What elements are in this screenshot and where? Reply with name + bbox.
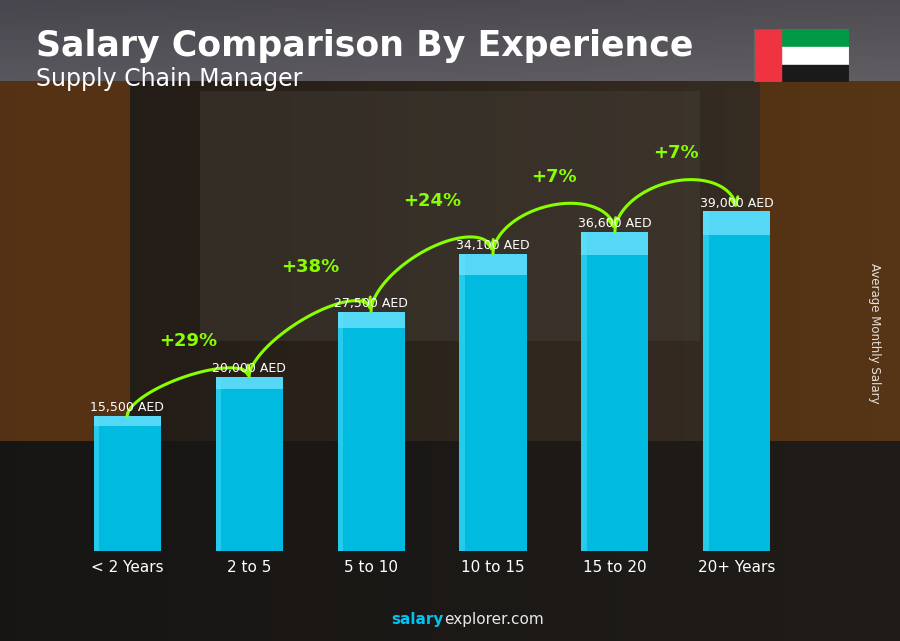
Bar	[338, 312, 405, 328]
Bar	[754, 47, 849, 65]
Text: 36,600 AED: 36,600 AED	[578, 217, 652, 231]
Text: +38%: +38%	[281, 258, 339, 276]
FancyBboxPatch shape	[94, 416, 161, 551]
FancyBboxPatch shape	[703, 212, 770, 551]
Bar	[703, 212, 770, 235]
Text: 15,500 AED: 15,500 AED	[90, 401, 164, 414]
Bar	[703, 212, 708, 551]
FancyBboxPatch shape	[581, 232, 648, 551]
Text: 34,100 AED: 34,100 AED	[456, 239, 530, 253]
Text: +29%: +29%	[159, 331, 217, 349]
FancyBboxPatch shape	[459, 254, 526, 551]
Text: 20,000 AED: 20,000 AED	[212, 362, 286, 375]
Text: salary: salary	[392, 612, 444, 627]
Bar	[338, 312, 343, 551]
Text: +7%: +7%	[653, 144, 698, 162]
Text: 39,000 AED: 39,000 AED	[700, 197, 774, 210]
Text: Salary Comparison By Experience: Salary Comparison By Experience	[36, 29, 693, 63]
Bar	[754, 29, 781, 82]
Text: +7%: +7%	[531, 168, 577, 186]
Bar	[459, 254, 464, 551]
Bar	[581, 232, 648, 254]
Text: Average Monthly Salary: Average Monthly Salary	[868, 263, 881, 404]
Text: 27,500 AED: 27,500 AED	[334, 297, 408, 310]
Text: explorer.com: explorer.com	[445, 612, 544, 627]
Text: Supply Chain Manager: Supply Chain Manager	[36, 67, 302, 91]
Bar	[94, 416, 99, 551]
Bar	[754, 29, 849, 47]
Bar	[459, 254, 526, 275]
Bar	[216, 377, 220, 551]
FancyBboxPatch shape	[216, 377, 283, 551]
Bar	[216, 377, 283, 389]
Bar	[754, 65, 849, 82]
Bar	[94, 416, 161, 426]
Bar	[581, 232, 587, 551]
Text: +24%: +24%	[403, 192, 461, 210]
FancyBboxPatch shape	[338, 312, 405, 551]
